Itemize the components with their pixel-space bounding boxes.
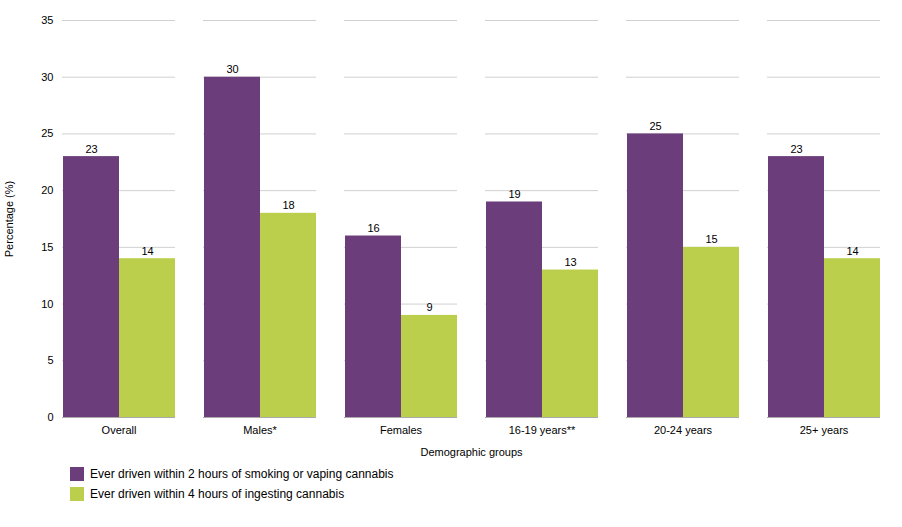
html-text:Ever driven within 4 hours of: Ever driven within 4 hours of ingesting … [90, 487, 345, 501]
svg-text:16-19 years**: 16-19 years** [509, 424, 576, 436]
svg-text:Females: Females [380, 424, 423, 436]
svg-text:20: 20 [41, 184, 53, 196]
svg-text:19: 19 [508, 188, 520, 200]
svg-text:20-24 years: 20-24 years [654, 424, 713, 436]
svg-text:Males*: Males* [243, 424, 277, 436]
svg-text:18: 18 [282, 199, 294, 211]
html-text:Ever driven within 2 hours of: Ever driven within 2 hours of smoking or… [90, 467, 394, 481]
svg-text:30: 30 [226, 63, 238, 75]
svg-text:Percentage (%): Percentage (%) [3, 181, 15, 257]
svg-text:25: 25 [41, 127, 53, 139]
svg-text:10: 10 [41, 298, 53, 310]
svg-text:14: 14 [141, 245, 153, 257]
svg-text:35: 35 [41, 14, 53, 26]
svg-text:30: 30 [41, 71, 53, 83]
svg-text:15: 15 [41, 241, 53, 253]
svg-text:13: 13 [564, 256, 576, 268]
svg-text:23: 23 [85, 143, 97, 155]
svg-text:5: 5 [47, 354, 53, 366]
svg-text:23: 23 [790, 143, 802, 155]
svg-text:25: 25 [649, 120, 661, 132]
svg-text:14: 14 [846, 245, 858, 257]
svg-text:15: 15 [705, 233, 717, 245]
svg-text:Overall: Overall [102, 424, 137, 436]
svg-text:16: 16 [367, 222, 379, 234]
svg-text:Demographic groups: Demographic groups [420, 446, 523, 458]
svg-text:25+ years: 25+ years [800, 424, 849, 436]
svg-text:0: 0 [47, 411, 53, 423]
svg-text:9: 9 [426, 301, 432, 313]
